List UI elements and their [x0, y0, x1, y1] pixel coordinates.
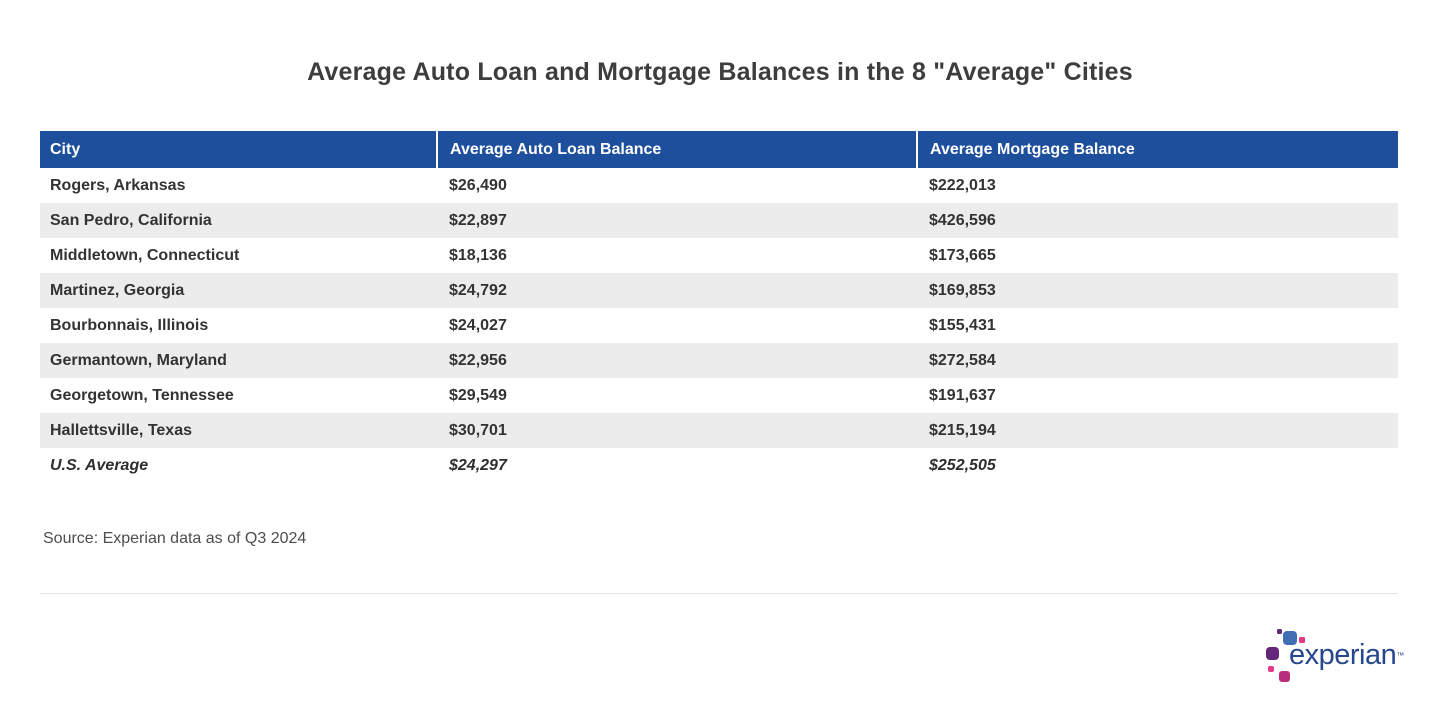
cell-mortgage: $155,431: [929, 316, 996, 334]
table-row: Hallettsville, Texas $30,701 $215,194: [40, 413, 1398, 448]
cell-auto-loan: $29,549: [449, 386, 507, 404]
cell-city: Rogers, Arkansas: [50, 176, 186, 194]
table-row: Middletown, Connecticut $18,136 $173,665: [40, 238, 1398, 273]
cell-city: Georgetown, Tennessee: [50, 386, 234, 404]
logo-block-purple-medium: [1266, 647, 1279, 660]
cell-auto-loan: $24,792: [449, 281, 507, 299]
cell-city: Hallettsville, Texas: [50, 421, 192, 439]
cell-auto-loan: $22,897: [449, 211, 507, 229]
cell-mortgage: $272,584: [929, 351, 996, 369]
column-header-mortgage: Average Mortgage Balance: [916, 131, 1398, 168]
cell-auto-loan: $30,701: [449, 421, 507, 439]
experian-logo: experian™: [1262, 626, 1404, 686]
balances-table: City Average Auto Loan Balance Average M…: [40, 131, 1398, 483]
cell-city: Middletown, Connecticut: [50, 246, 240, 264]
cell-mortgage: $426,596: [929, 211, 996, 229]
cell-city: San Pedro, California: [50, 211, 212, 229]
cell-mortgage: $252,505: [929, 456, 996, 474]
horizontal-divider: [40, 593, 1398, 594]
cell-auto-loan: $26,490: [449, 176, 507, 194]
cell-auto-loan: $22,956: [449, 351, 507, 369]
cell-city: Bourbonnais, Illinois: [50, 316, 209, 334]
source-note: Source: Experian data as of Q3 2024: [43, 530, 307, 547]
table-row: San Pedro, California $22,897 $426,596: [40, 203, 1398, 238]
logo-block-magenta: [1279, 671, 1290, 682]
table-header-row: City Average Auto Loan Balance Average M…: [40, 131, 1398, 168]
column-header-auto-loan: Average Auto Loan Balance: [436, 131, 917, 168]
table-body: Rogers, Arkansas $26,490 $222,013 San Pe…: [40, 168, 1398, 483]
experian-wordmark: experian™: [1289, 639, 1405, 671]
cell-city: Germantown, Maryland: [50, 351, 227, 369]
logo-block-pink-dot: [1268, 666, 1274, 672]
table-row: Rogers, Arkansas $26,490 $222,013: [40, 168, 1398, 203]
table-row-us-average: U.S. Average $24,297 $252,505: [40, 448, 1398, 483]
cell-mortgage: $169,853: [929, 281, 996, 299]
data-table-container: City Average Auto Loan Balance Average M…: [40, 131, 1398, 483]
table-header: City Average Auto Loan Balance Average M…: [40, 131, 1398, 168]
column-header-city: City: [40, 131, 437, 168]
table-row: Georgetown, Tennessee $29,549 $191,637: [40, 378, 1398, 413]
cell-auto-loan: $18,136: [449, 246, 507, 264]
cell-city: Martinez, Georgia: [50, 281, 185, 299]
page-title: Average Auto Loan and Mortgage Balances …: [307, 58, 1133, 86]
cell-city: U.S. Average: [50, 456, 149, 474]
logo-block-blue: [1283, 631, 1297, 645]
table-row: Martinez, Georgia $24,792 $169,853: [40, 273, 1398, 308]
logo-block-purple-tiny: [1277, 629, 1282, 634]
trademark-symbol: ™: [1396, 651, 1405, 660]
experian-logo-blocks-icon: [1262, 626, 1308, 684]
table-row: Bourbonnais, Illinois $24,027 $155,431: [40, 308, 1398, 343]
cell-mortgage: $173,665: [929, 246, 996, 264]
table-row: Germantown, Maryland $22,956 $272,584: [40, 343, 1398, 378]
cell-mortgage: $222,013: [929, 176, 996, 194]
cell-auto-loan: $24,297: [449, 456, 507, 474]
cell-auto-loan: $24,027: [449, 316, 507, 334]
cell-mortgage: $191,637: [929, 386, 996, 404]
cell-mortgage: $215,194: [929, 421, 996, 439]
logo-block-pink-small: [1299, 637, 1305, 643]
